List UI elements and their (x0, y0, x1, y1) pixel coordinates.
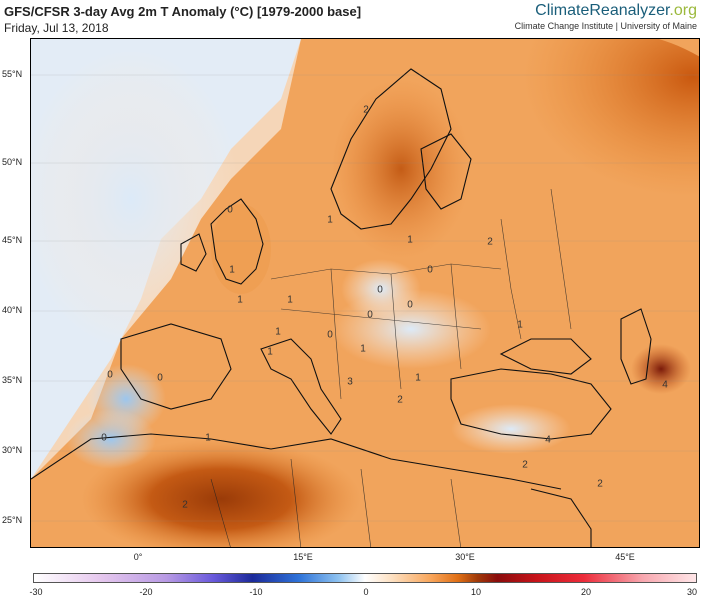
contour-label: 0 (327, 329, 333, 341)
contour-label: 1 (407, 234, 413, 246)
lat-tick-45: 45°N (2, 235, 23, 245)
contour-label: 2 (397, 394, 403, 406)
contour-label: 0 (107, 369, 113, 381)
colorbar-tick: 0 (363, 587, 369, 597)
contour-label: 1 (415, 372, 421, 384)
lon-tick-15e: 15°E (293, 552, 313, 562)
lon-tick-45e: 45°E (615, 552, 635, 562)
contour-label: 0 (377, 284, 383, 296)
colorbar-tick: 20 (580, 587, 592, 597)
colorbar-tick: -10 (249, 587, 263, 597)
contour-label: 0 (101, 432, 107, 444)
brand-subtitle: Climate Change Institute | University of… (514, 21, 697, 31)
map-canvas (31, 39, 699, 547)
lon-tick-30e: 30°E (455, 552, 475, 562)
contour-label: 0 (367, 309, 373, 321)
anomaly-map[interactable] (30, 38, 700, 548)
contour-label: 1 (327, 214, 333, 226)
lat-tick-25: 25°N (2, 515, 23, 525)
lat-tick-50: 50°N (2, 157, 23, 167)
contour-label: 0 (157, 372, 163, 384)
contour-label: 1 (237, 294, 243, 306)
contour-label: 4 (662, 379, 668, 391)
contour-label: 2 (182, 499, 188, 511)
contour-label: 2 (522, 459, 528, 471)
contour-label: 1 (275, 326, 281, 338)
contour-label: 1 (229, 264, 235, 276)
contour-label: 4 (545, 434, 551, 446)
colorbar-tick: -30 (29, 587, 43, 597)
colorbar (33, 573, 697, 583)
contour-label: 3 (347, 376, 353, 388)
contour-label: 0 (227, 204, 233, 216)
country-borders (210, 188, 572, 547)
contour-label: 2 (363, 104, 369, 116)
lat-tick-35: 35°N (2, 375, 23, 385)
colorbar-tick: -20 (139, 587, 153, 597)
map-date: Friday, Jul 13, 2018 (4, 21, 109, 35)
lon-tick-0: 0° (133, 552, 143, 562)
lat-tick-40: 40°N (2, 305, 23, 315)
contour-label: 1 (517, 319, 523, 331)
lat-tick-55: 55°N (2, 69, 23, 79)
contour-label: 1 (360, 343, 366, 355)
contour-label: 1 (205, 432, 211, 444)
contour-label: 1 (287, 294, 293, 306)
contour-label: 1 (267, 346, 273, 358)
colorbar-tick: 10 (470, 587, 482, 597)
graticule (31, 74, 699, 522)
contour-label: 2 (487, 236, 493, 248)
brand-logo[interactable]: ClimateReanalyzer.org Climate Change Ins… (515, 2, 697, 31)
contour-label: 0 (407, 299, 413, 311)
brand-name: ClimateReanalyzer.org (535, 2, 697, 19)
lat-tick-30: 30°N (2, 445, 23, 455)
coastlines (31, 68, 652, 547)
map-title: GFS/CFSR 3-day Avg 2m T Anomaly (°C) [19… (4, 4, 362, 19)
contour-label: 2 (597, 478, 603, 490)
colorbar-tick: 30 (686, 587, 698, 597)
contour-label: 0 (427, 264, 433, 276)
